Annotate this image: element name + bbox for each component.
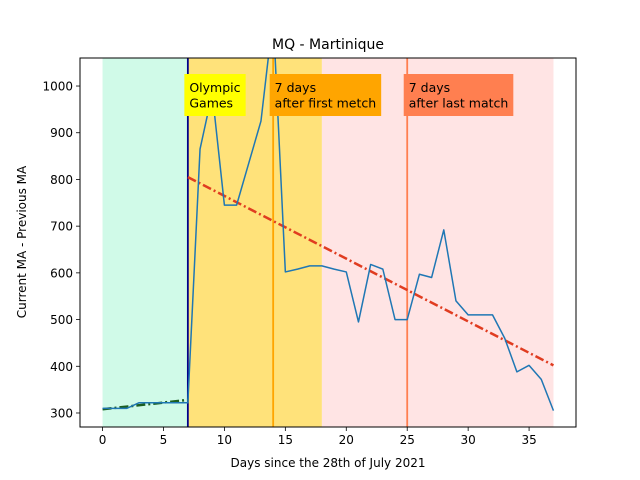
- chart-title: MQ - Martinique: [272, 37, 384, 53]
- y-tick-label-1: 400: [50, 360, 73, 374]
- y-tick-label-7: 1000: [42, 80, 73, 94]
- y-tick-label-5: 800: [50, 173, 73, 187]
- annotation-2-line-0: 7 days: [409, 80, 450, 95]
- y-tick-label-3: 600: [50, 266, 73, 280]
- y-axis-label: Current MA - Previous MA: [15, 165, 29, 318]
- plot-frame: [79, 57, 577, 428]
- x-tick-label-6: 30: [461, 433, 476, 447]
- trend-line-0: [102, 398, 188, 411]
- annotation-2-box: [403, 74, 514, 116]
- annotation-1-line-1: after first metch: [275, 96, 377, 111]
- y-tick-label-2: 500: [50, 313, 73, 327]
- x-tick-label-4: 20: [339, 433, 354, 447]
- annotation-1-line-0: 7 days: [275, 80, 316, 95]
- x-axis: 0 5 10 15 20 25 30 35: [99, 427, 537, 447]
- x-tick-label-0: 0: [99, 433, 107, 447]
- annotation-0-line-0: Olympic: [189, 80, 240, 95]
- shaded-region-1: [187, 58, 322, 427]
- annotation-0-box: [184, 74, 246, 116]
- x-tick-label-2: 10: [217, 433, 232, 447]
- shaded-region-0: [102, 58, 188, 427]
- annotation-0-line-1: Games: [189, 96, 233, 111]
- x-tick-label-5: 25: [400, 433, 415, 447]
- x-tick-label-1: 5: [160, 433, 168, 447]
- y-tick-label-0: 300: [50, 406, 73, 420]
- y-tick-label-6: 900: [50, 126, 73, 140]
- x-tick-label-7: 35: [521, 433, 536, 447]
- trend-lines: [102, 175, 555, 411]
- series-line-0: [102, 58, 555, 411]
- annotation-1-box: [269, 74, 382, 116]
- annotation-2-line-1: after last match: [409, 96, 509, 111]
- y-tick-label-4: 700: [50, 220, 73, 234]
- trend-line-1: [187, 175, 555, 367]
- x-axis-label: Days since the 28th of July 2021: [231, 456, 426, 470]
- y-axis: 300 400 500 600 700 800 900 1000: [42, 80, 80, 420]
- x-tick-label-3: 15: [278, 433, 293, 447]
- data-series: [102, 58, 555, 411]
- vertical-markers: [186, 58, 409, 427]
